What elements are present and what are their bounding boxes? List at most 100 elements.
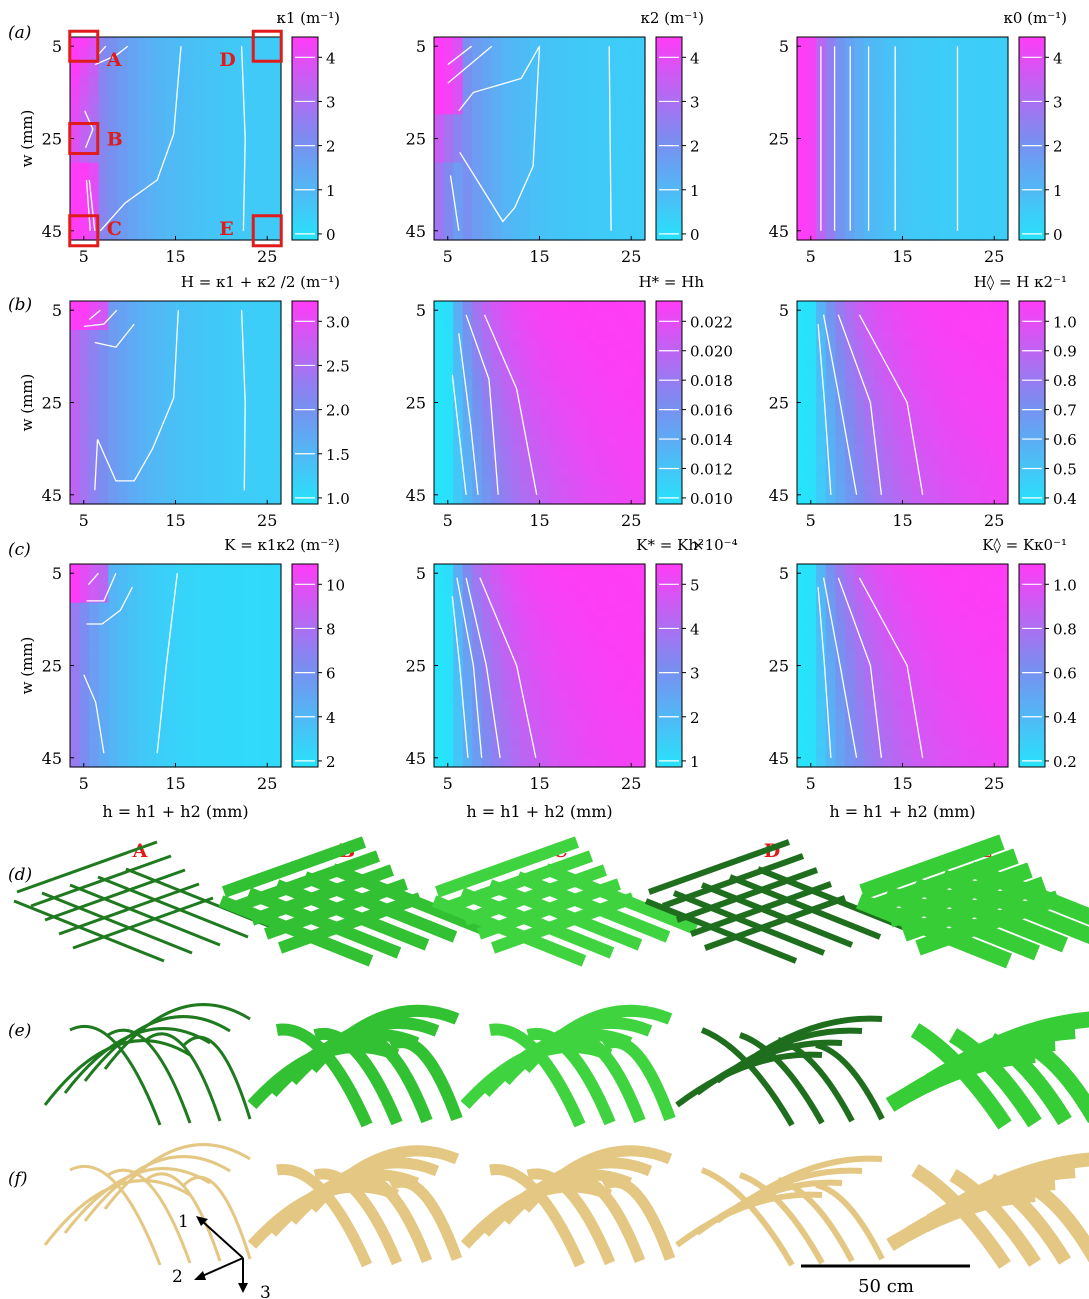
heatmap-cell [175,484,186,495]
heatmap-cell [998,162,1009,173]
heatmap-cell [892,75,904,86]
heatmap-cell [213,651,225,662]
x-axis-label: h = h1 + h2 (mm) [829,802,975,821]
heatmap-cell [175,436,186,447]
heatmap-cell [79,426,90,437]
heatmap-cell [998,359,1009,370]
heatmap-cell [156,85,167,96]
heatmap-cell [883,201,894,212]
heatmap-cell [146,465,157,476]
heatmap-cell [873,388,884,399]
heatmap-cell [873,564,884,575]
heatmap-cell [587,46,598,57]
heatmap-cell [252,680,263,691]
heatmap-cell [625,330,637,341]
heatmap-cell [79,201,90,212]
heatmap-cell [204,699,215,710]
heatmap-cell [539,436,550,447]
heatmap-cell [635,133,646,144]
heatmap-cell [969,446,980,457]
heatmap-cell [806,378,817,389]
heatmap-cell [175,426,186,437]
heatmap-cell [233,75,244,86]
heatmap-cell [883,162,894,173]
heatmap-cell [165,56,177,67]
colorbar-tick-label: 2.0 [326,402,350,420]
heatmap-cell [108,670,119,681]
heatmap-cell [635,37,646,48]
heatmap-cell [625,182,637,193]
heatmap-cell [520,573,531,584]
heatmap-cell [883,455,894,466]
heatmap-cell [912,426,923,437]
heatmap-cell [156,397,167,408]
heatmap-cell [625,66,637,77]
heatmap-cell [271,455,282,466]
heatmap-cell [204,747,215,758]
heatmap-cell [156,359,167,370]
heatmap-cell [165,301,177,312]
heatmap-cell [175,201,186,212]
heatmap-cell [146,455,157,466]
heatmap-cell [520,670,531,681]
heatmap-cell [213,465,225,476]
heatmap-cell [969,660,980,671]
heatmap-cell [998,670,1009,681]
heatmap-cell [127,230,138,241]
x-tick-label: 15 [529,774,549,793]
strip [884,885,1040,961]
heatmap-cell [108,757,119,768]
heatmap-cell [233,689,244,700]
heatmap-cell [931,230,942,241]
heatmap-cell [165,349,177,360]
heatmap-cell [883,220,894,231]
heatmap-cell [252,153,263,164]
heatmap-cell [577,201,589,212]
colorbar-tick-label: 3 [690,665,700,683]
heatmap-cell [108,66,119,77]
heatmap-cell [434,446,445,457]
heatmap-cell [854,220,865,231]
x-tick-label: 5 [806,774,816,793]
heatmap-cell [921,368,932,379]
heatmap-cell [988,660,1000,671]
heatmap-cell [117,612,129,623]
heatmap-cell [462,475,473,486]
heatmap-cell [271,436,282,447]
y-tick-label: 45 [406,486,426,505]
heatmap-cell [252,378,263,389]
arch-strip [489,1023,586,1128]
heatmap-cell [816,689,827,700]
heatmap-cell [146,172,157,183]
heatmap-cell [185,201,196,212]
heatmap-cell [79,680,90,691]
heatmap-cell [873,641,884,652]
heatmap-cell [443,143,454,154]
heatmap-cell [539,573,550,584]
heatmap-cell [491,124,502,135]
heatmap-cell [797,191,808,202]
heatmap-cell [520,85,531,96]
heatmap-cell [902,211,913,222]
colorbar-tick-label: 6 [326,665,336,683]
heatmap-cell [146,670,157,681]
heatmap-cell [501,728,512,739]
heatmap-cell [606,426,617,437]
heatmap-cell [165,37,177,48]
heatmap-cell [271,310,282,321]
physical-model [43,1143,252,1266]
heatmap-cell [988,56,1000,67]
heatmap-cell [979,718,990,729]
heatmap-cell [969,631,980,642]
heatmap-cell [510,738,521,749]
heatmap-cell [472,738,483,749]
heatmap-cell [252,162,263,173]
heatmap-cell [453,622,464,633]
heatmap-cell [616,310,627,321]
heatmap-cell [271,320,282,331]
heatmap-cell [797,670,808,681]
heatmap-cell [70,172,81,183]
heatmap-cell [597,680,608,691]
heatmap-cell [635,95,646,106]
